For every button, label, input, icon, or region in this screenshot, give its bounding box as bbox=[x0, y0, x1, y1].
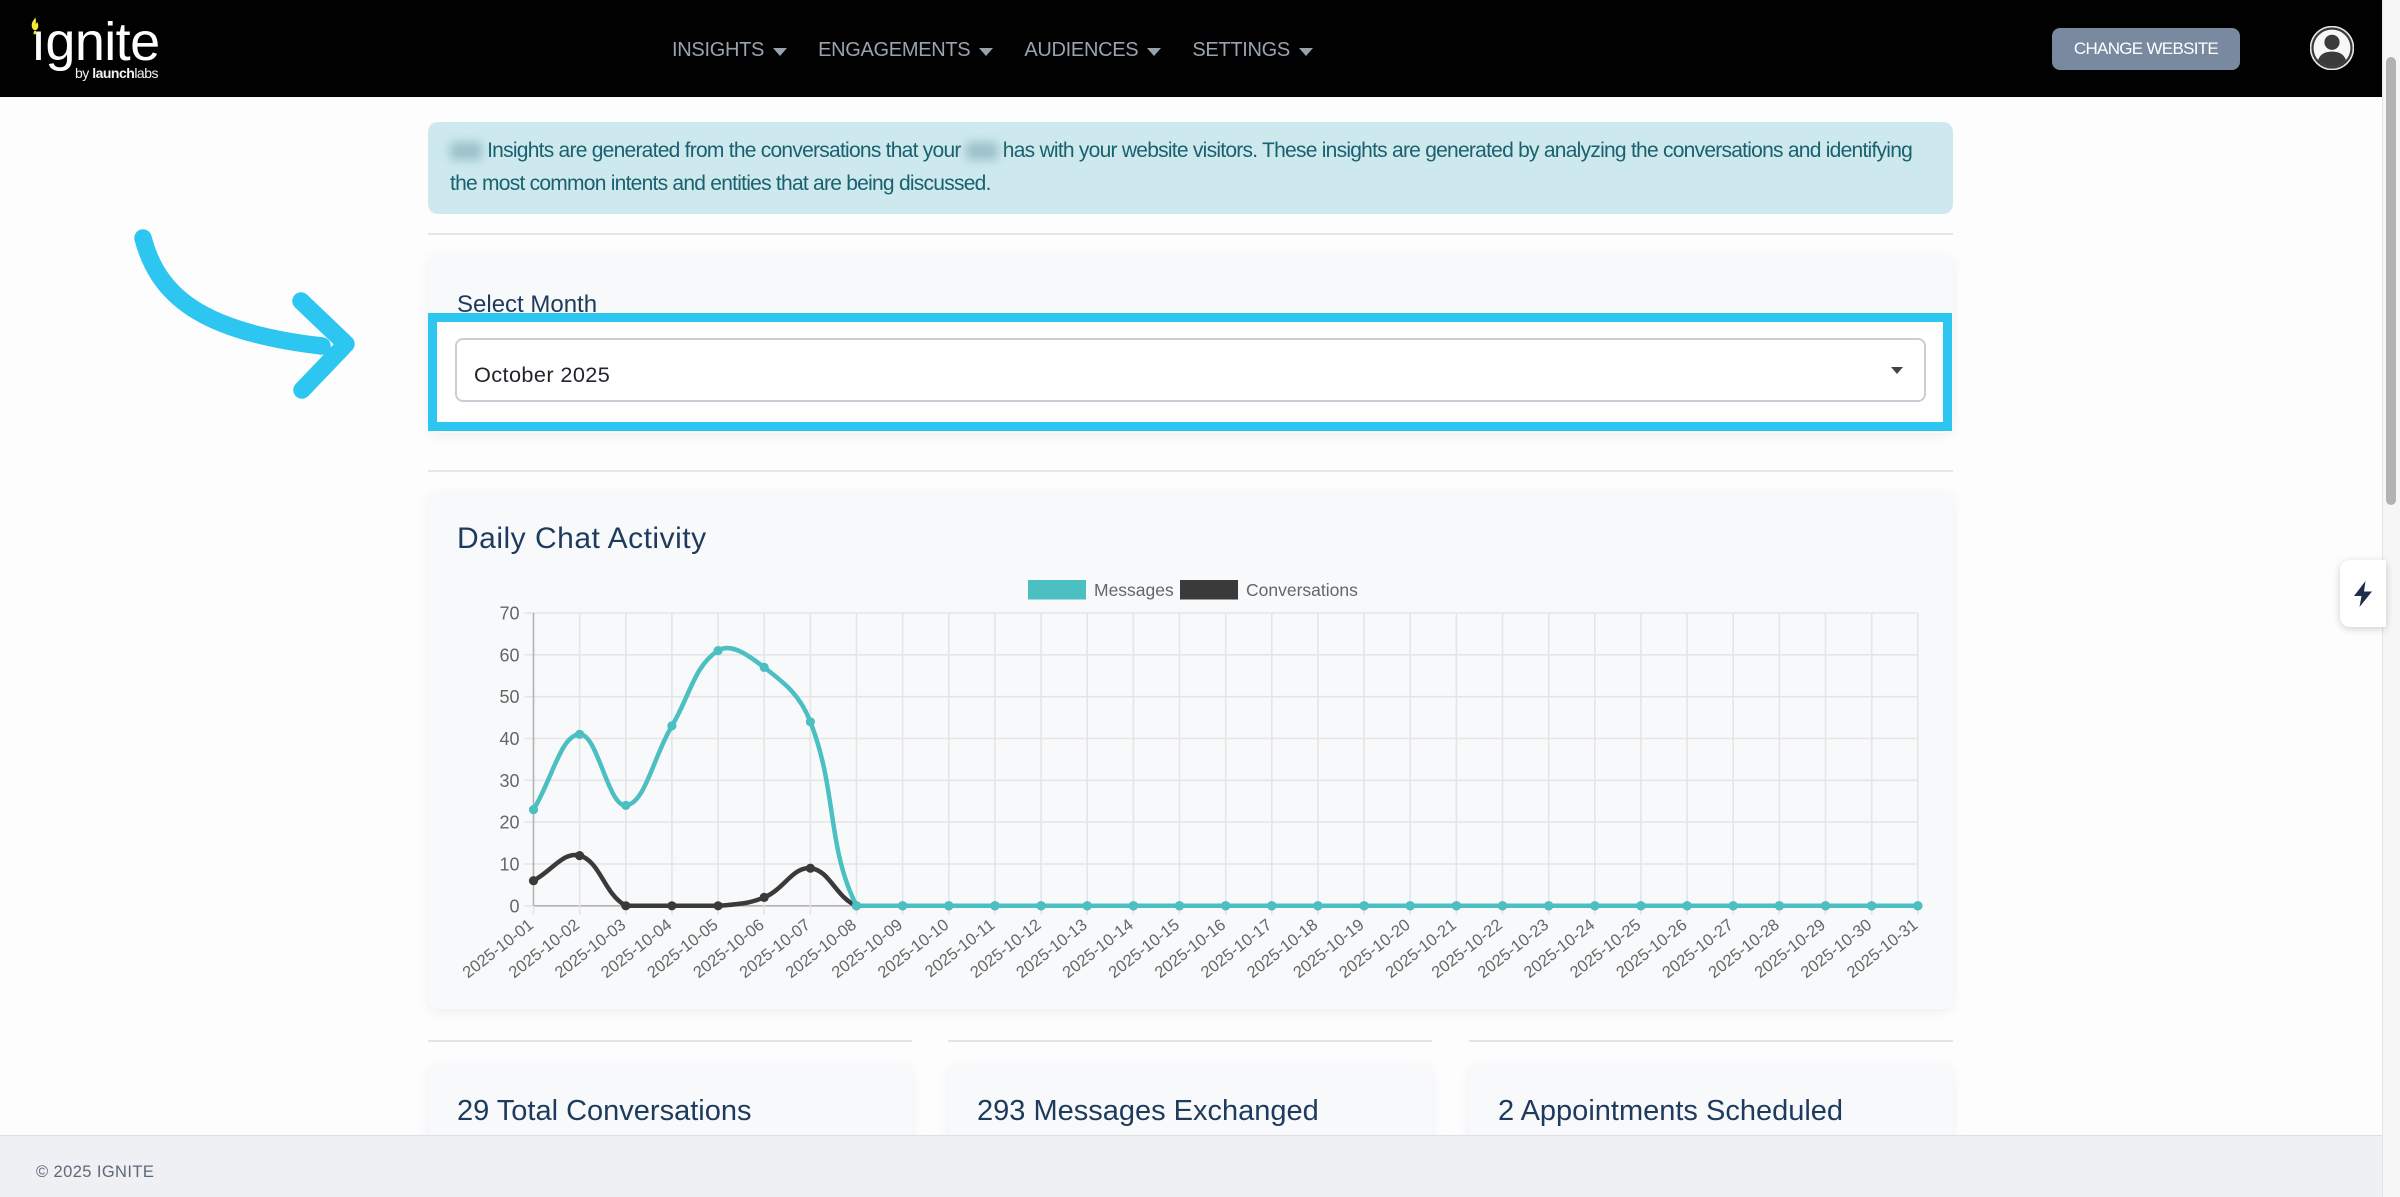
svg-text:50: 50 bbox=[499, 687, 519, 707]
svg-text:Conversations: Conversations bbox=[1246, 580, 1358, 600]
svg-text:0: 0 bbox=[509, 896, 519, 916]
svg-text:40: 40 bbox=[499, 729, 519, 749]
svg-text:70: 70 bbox=[499, 604, 519, 624]
svg-text:60: 60 bbox=[499, 645, 519, 665]
svg-text:20: 20 bbox=[499, 813, 519, 833]
svg-text:Messages: Messages bbox=[1094, 580, 1174, 600]
svg-text:10: 10 bbox=[499, 855, 519, 875]
svg-text:30: 30 bbox=[499, 771, 519, 791]
